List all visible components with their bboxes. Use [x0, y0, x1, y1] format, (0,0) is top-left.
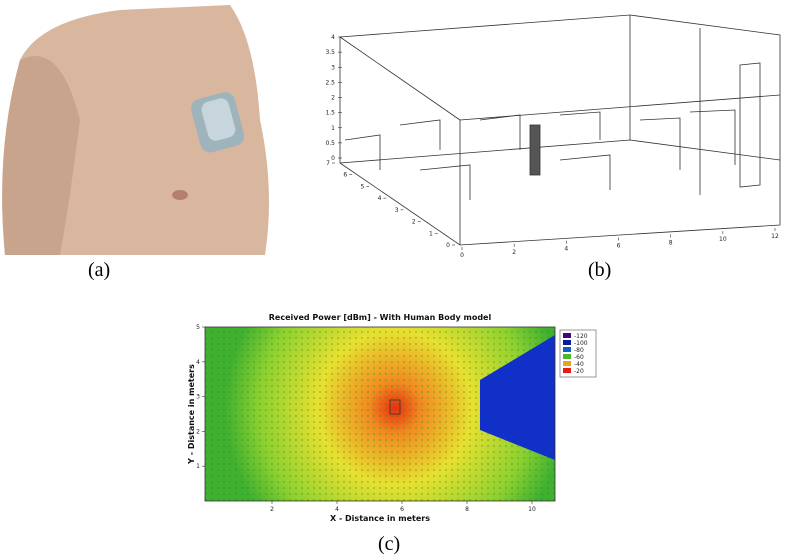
- legend-swatch: [563, 368, 571, 373]
- x-tick-label: 10: [719, 236, 727, 243]
- x-tick-label: 8: [465, 506, 469, 513]
- legend-swatch: [563, 354, 571, 359]
- x-tick-label: 0: [460, 252, 464, 259]
- depth-tick-label: 5: [360, 183, 364, 190]
- panel-label: (a): [88, 259, 110, 281]
- photo: [0, 0, 275, 255]
- z-tick-label: 3.5: [325, 49, 335, 56]
- legend-swatch: [563, 347, 571, 352]
- z-tick-label: 1: [331, 125, 335, 132]
- y-tick-label: 1: [196, 463, 200, 470]
- plot-title: Received Power [dBm] - With Human Body m…: [269, 313, 492, 322]
- y-axis-label: Y - Distance in meters: [187, 364, 196, 465]
- panel-label: (b): [588, 259, 611, 281]
- depth-tick-label: 6: [343, 172, 347, 179]
- x-tick-label: 6: [400, 506, 404, 513]
- y-tick-label: 2: [196, 428, 200, 435]
- x-tick-label: 10: [528, 506, 536, 513]
- z-tick-label: 3: [331, 64, 335, 71]
- x-axis-label: X - Distance in meters: [330, 514, 430, 523]
- z-tick-label: 4: [331, 34, 335, 41]
- depth-tick-label: 4: [378, 195, 382, 202]
- legend-swatch: [563, 340, 571, 345]
- z-tick-label: 2: [331, 95, 335, 102]
- x-tick-label: 2: [512, 249, 516, 256]
- depth-tick-label: 3: [395, 207, 399, 214]
- depth-tick-label: 7: [326, 160, 330, 167]
- legend-swatch: [563, 361, 571, 366]
- z-tick-label: 2.5: [325, 79, 335, 86]
- x-tick-label: 4: [564, 246, 568, 253]
- y-tick-label: 4: [196, 359, 200, 366]
- heatmap: [205, 327, 555, 501]
- legend-label: -20: [574, 368, 584, 375]
- legend-label: -100: [574, 340, 588, 347]
- z-tick-label: 1.5: [325, 110, 335, 117]
- legend-label: -120: [574, 333, 588, 340]
- depth-tick-label: 1: [429, 230, 433, 237]
- x-tick-label: 2: [270, 506, 274, 513]
- legend-label: -80: [574, 347, 584, 354]
- depth-tick-label: 2: [412, 219, 416, 226]
- legend-label: -60: [574, 354, 584, 361]
- z-tick-label: 0: [331, 155, 335, 162]
- room-model: [340, 15, 780, 245]
- y-tick-label: 5: [196, 324, 200, 331]
- x-tick-label: 4: [335, 506, 339, 513]
- x-tick-label: 12: [771, 233, 779, 240]
- depth-tick-label: 0: [446, 242, 450, 249]
- y-tick-label: 3: [196, 394, 200, 401]
- x-tick-label: 6: [617, 243, 621, 250]
- z-tick-label: 0.5: [325, 140, 335, 147]
- figure: (a) (b) Received Power [dBm] - With Huma…: [0, 0, 785, 558]
- x-tick-label: 8: [669, 239, 673, 246]
- legend-label: -40: [574, 361, 584, 368]
- legend-swatch: [563, 333, 571, 338]
- panel-label: (c): [378, 533, 400, 555]
